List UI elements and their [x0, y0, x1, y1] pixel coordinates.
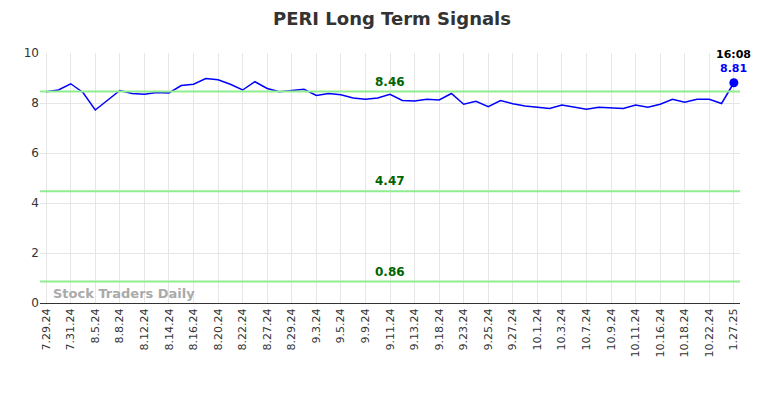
svg-text:9.27.24: 9.27.24: [506, 308, 519, 350]
svg-text:10.22.24: 10.22.24: [703, 308, 716, 357]
svg-text:9.9.24: 9.9.24: [359, 308, 372, 343]
svg-text:Stock Traders Daily: Stock Traders Daily: [53, 286, 195, 301]
svg-text:2: 2: [31, 246, 39, 260]
svg-text:10.16.24: 10.16.24: [654, 308, 667, 357]
svg-text:8.29.24: 8.29.24: [285, 308, 298, 350]
svg-text:10: 10: [24, 46, 39, 60]
svg-text:10.9.24: 10.9.24: [605, 308, 618, 350]
svg-text:8: 8: [31, 96, 39, 110]
svg-text:10.7.24: 10.7.24: [580, 308, 593, 350]
svg-text:7.29.24: 7.29.24: [40, 308, 53, 350]
svg-text:8.8.24: 8.8.24: [113, 308, 126, 343]
svg-text:9.11.24: 9.11.24: [384, 308, 397, 350]
svg-text:9.18.24: 9.18.24: [433, 308, 446, 350]
svg-text:10.11.24: 10.11.24: [629, 308, 642, 357]
svg-text:4.47: 4.47: [375, 174, 405, 188]
svg-text:8.20.24: 8.20.24: [212, 308, 225, 350]
svg-text:0.86: 0.86: [375, 265, 405, 279]
svg-text:0: 0: [31, 296, 39, 310]
svg-text:9.13.24: 9.13.24: [408, 308, 421, 350]
svg-text:16:08: 16:08: [716, 48, 751, 61]
svg-text:8.81: 8.81: [720, 62, 747, 75]
svg-text:9.5.24: 9.5.24: [334, 308, 347, 343]
svg-text:8.22.24: 8.22.24: [236, 308, 249, 350]
svg-text:9.23.24: 9.23.24: [457, 308, 470, 350]
svg-text:10.3.24: 10.3.24: [556, 308, 569, 350]
svg-text:8.12.24: 8.12.24: [138, 308, 151, 350]
svg-text:9.25.24: 9.25.24: [482, 308, 495, 350]
svg-text:10.18.24: 10.18.24: [678, 308, 691, 357]
svg-text:PERI Long Term Signals: PERI Long Term Signals: [273, 8, 511, 29]
svg-text:7.31.24: 7.31.24: [64, 308, 77, 350]
svg-text:10.1.24: 10.1.24: [531, 308, 544, 350]
svg-text:8.5.24: 8.5.24: [89, 308, 102, 343]
svg-text:1.27.25: 1.27.25: [727, 308, 740, 350]
svg-text:6: 6: [31, 146, 39, 160]
svg-text:8.14.24: 8.14.24: [163, 308, 176, 350]
svg-text:8.27.24: 8.27.24: [261, 308, 274, 350]
svg-text:4: 4: [31, 196, 39, 210]
svg-text:8.16.24: 8.16.24: [187, 308, 200, 350]
svg-text:9.3.24: 9.3.24: [310, 308, 323, 343]
svg-text:8.46: 8.46: [375, 75, 405, 89]
